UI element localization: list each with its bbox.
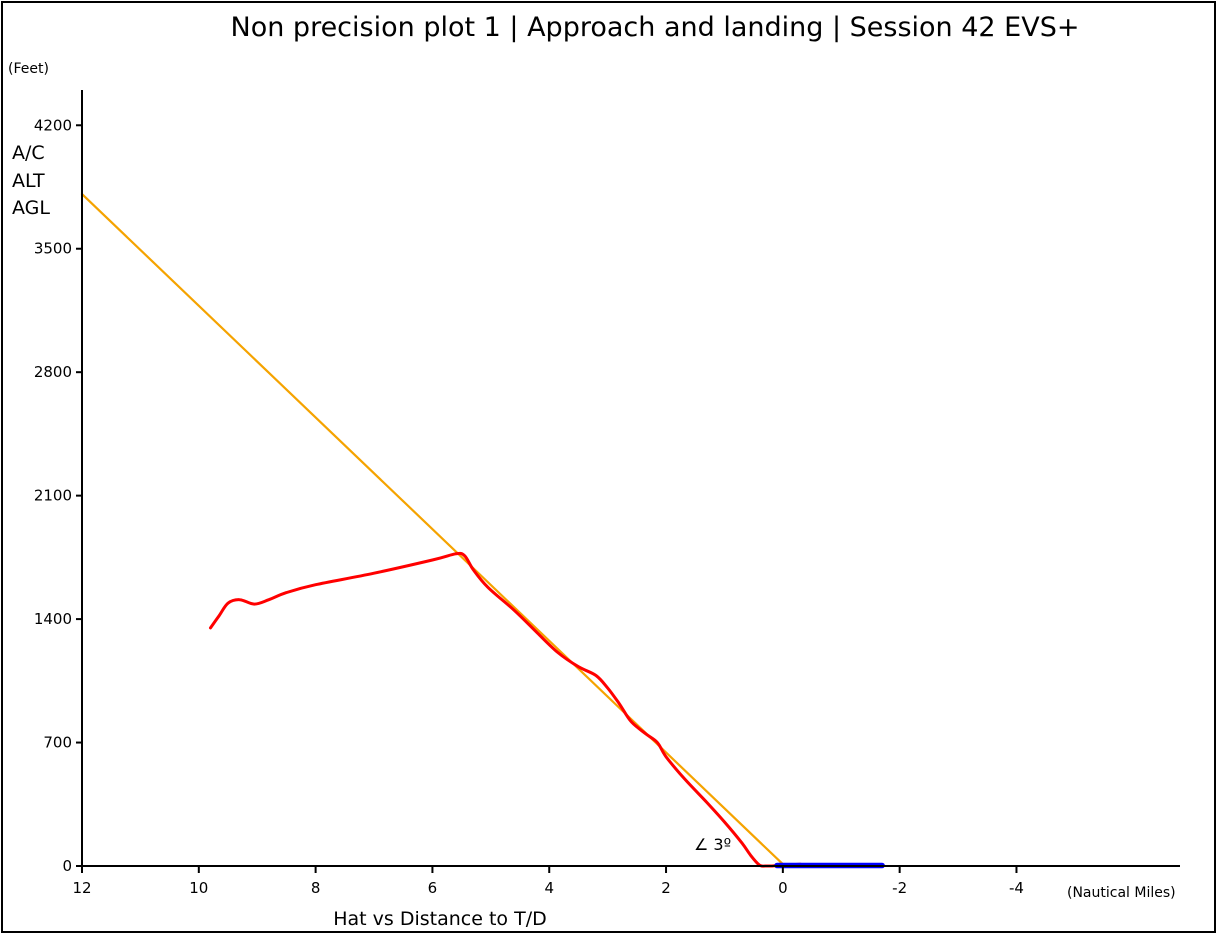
y-tick-label: 700 xyxy=(43,734,72,752)
y-tick-label: 2100 xyxy=(34,487,72,505)
glidepath-angle-annotation: ∠ 3º xyxy=(694,835,731,854)
y-tick-label: 1400 xyxy=(34,610,72,628)
axes-layer: 0 700 1400 2100 2800 3500 4200 12 10 8 6 4 2 0 -2 -4 xyxy=(34,90,1180,897)
x-axis-label: Hat vs Distance to T/D xyxy=(333,908,546,930)
x-tick-label: 6 xyxy=(428,879,438,897)
y-tick-label: 2800 xyxy=(34,363,72,381)
x-tick-label: -4 xyxy=(1009,879,1024,897)
x-tick-label: 2 xyxy=(661,879,671,897)
y-axis-label-line-3: AGL xyxy=(12,197,50,219)
y-tick-label: 0 xyxy=(62,857,72,875)
x-tick-label: -2 xyxy=(892,879,907,897)
x-tick-label: 0 xyxy=(778,879,788,897)
x-axis-unit-label: (Nautical Miles) xyxy=(1067,885,1176,901)
x-tick-label: 12 xyxy=(72,879,91,897)
series-layer xyxy=(80,193,885,869)
x-tick-label: 8 xyxy=(311,879,321,897)
x-tick-label: 4 xyxy=(544,879,554,897)
y-axis-label-line-2: ALT xyxy=(12,170,45,192)
series-glidepath-line xyxy=(80,193,784,866)
y-axis-label-line-1: A/C xyxy=(12,142,45,164)
y-axis-unit-label: (Feet) xyxy=(8,61,49,77)
series-aircraft-line xyxy=(209,551,802,868)
y-tick-label: 4200 xyxy=(34,116,72,134)
chart-title: Non precision plot 1 | Approach and land… xyxy=(231,12,1080,43)
y-tick-label: 3500 xyxy=(34,240,72,258)
x-tick-label: 10 xyxy=(189,879,208,897)
